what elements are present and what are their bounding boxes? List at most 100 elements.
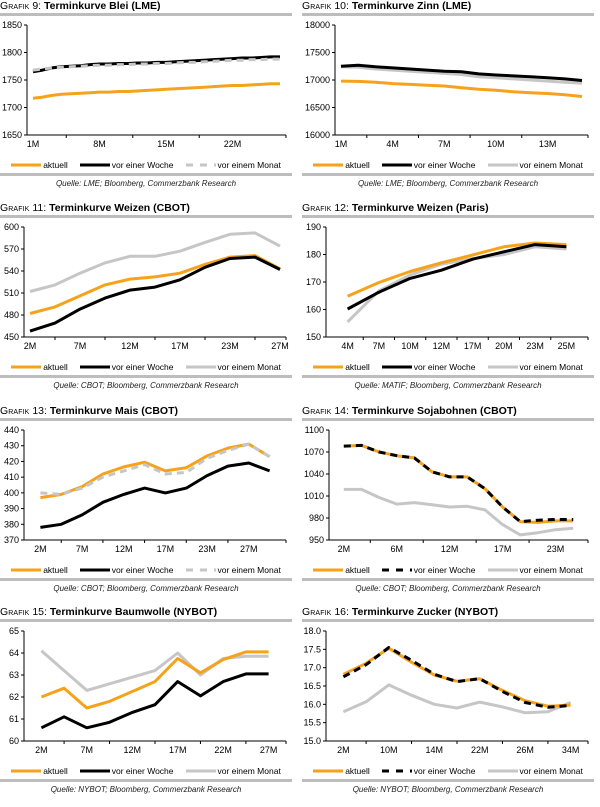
y-tick-label: 16.0 <box>303 699 321 709</box>
x-tick-label: 22M <box>471 745 489 755</box>
chart-title-text: Terminkurve Weizen (Paris) <box>351 202 489 214</box>
y-tick-label: 450 <box>4 332 19 342</box>
chart-title-text: Terminkurve Zinn (LME) <box>351 0 472 12</box>
legend-item: aktuell <box>11 565 68 575</box>
legend-label: aktuell <box>43 160 68 170</box>
chart-title: Grafik 9: Terminkurve Blei (LME) <box>0 0 161 12</box>
series-line-vor-einem-Monat <box>342 683 572 715</box>
series-line-aktuell <box>29 254 281 315</box>
y-tick-label: 15.5 <box>303 718 321 728</box>
chart-panel: Grafik 10: Terminkurve Zinn (LME) 16000 16… <box>302 0 594 200</box>
chart-panel: Grafik 12: Terminkurve Weizen (Paris) 150… <box>302 202 594 402</box>
title-divider <box>302 215 594 218</box>
legend-label: vor einer Woche <box>413 766 476 776</box>
legend-label: vor einer Woche <box>413 362 476 372</box>
line-chart: 15.0 15.5 16.0 16.5 17.0 17.5 18.0 2M 10M 14M 22M 2… <box>303 626 589 755</box>
series-line-vor-einer-Woche <box>340 63 583 82</box>
x-tick-label: 23M <box>221 341 239 351</box>
chart-legend: aktuell vor einer Woche vor einem Monat <box>302 360 594 374</box>
legend-swatch <box>381 769 412 773</box>
legend-label: vor einem Monat <box>519 766 583 776</box>
x-tick-label: 20M <box>495 341 513 351</box>
y-tick-label: 61 <box>9 714 19 724</box>
x-tick-label: 10M <box>401 341 419 351</box>
y-tick-label: 65 <box>9 626 19 636</box>
y-tick-label: 150 <box>306 332 321 342</box>
x-tick-label: 12M <box>433 341 451 351</box>
y-tick-label: 17.5 <box>303 644 321 654</box>
x-tick-label: 27M <box>260 745 278 755</box>
legend-item: vor einem Monat <box>487 160 583 170</box>
y-tick-label: 17.0 <box>303 663 321 673</box>
legend-item: vor einer Woche <box>79 565 174 575</box>
chart-source: Quelle: CBOT; Bloomberg, Commerzbank Res… <box>53 381 239 390</box>
chart-panel: Grafik 11: Terminkurve Weizen (CBOT) 450 4… <box>0 202 292 402</box>
legend-swatch <box>487 163 518 167</box>
chart-source: Quelle: LME; Bloomberg, Commerzbank Rese… <box>55 179 237 188</box>
y-tick-label: 410 <box>4 472 19 482</box>
y-tick-label: 400 <box>4 488 19 498</box>
chart-title-text: Terminkurve Blei (LME) <box>44 0 161 12</box>
legend-item: vor einer Woche <box>79 160 174 170</box>
chart-number: 12: <box>334 202 349 214</box>
legend-swatch <box>313 163 344 167</box>
y-tick-label: 64 <box>9 648 19 658</box>
legend-label: aktuell <box>345 565 370 575</box>
chart-title-prefix: Grafik <box>302 405 332 417</box>
legend-label: aktuell <box>345 160 370 170</box>
legend-swatch <box>11 163 42 167</box>
legend-swatch <box>79 163 110 167</box>
chart-title-prefix: Grafik <box>0 606 30 618</box>
legend-label: vor einem Monat <box>217 565 281 575</box>
y-tick-label: 16500 <box>305 103 330 113</box>
chart-number: 13: <box>32 405 47 417</box>
y-tick-label: 16.5 <box>303 681 321 691</box>
x-tick-label: 26M <box>516 745 534 755</box>
legend-item: aktuell <box>313 565 370 575</box>
footer-divider <box>0 173 292 176</box>
x-tick-label: 4M <box>341 341 354 351</box>
chart-title-text: Terminkurve Baumwolle (NYBOT) <box>49 606 218 618</box>
legend-item: aktuell <box>11 160 68 170</box>
x-tick-label: 4M <box>386 139 399 149</box>
chart-title-prefix: Grafik <box>302 606 332 618</box>
chart-title: Grafik 13: Terminkurve Mais (CBOT) <box>0 405 178 417</box>
legend-swatch <box>185 769 216 773</box>
x-tick-label: 12M <box>441 544 459 554</box>
chart-title-text: Terminkurve Zucker (NYBOT) <box>351 606 499 618</box>
legend-swatch <box>11 769 42 773</box>
y-tick-label: 570 <box>4 244 19 254</box>
legend-swatch <box>185 568 216 572</box>
legend-label: aktuell <box>43 565 68 575</box>
x-tick-label: 27M <box>271 341 289 351</box>
x-tick-label: 7M <box>76 544 89 554</box>
footer-divider <box>0 578 292 581</box>
title-divider <box>302 619 594 622</box>
chart-panel: Grafik 16: Terminkurve Zucker (NYBOT) 15.… <box>302 606 594 806</box>
chart-legend: aktuell vor einer Woche vor einem Monat <box>302 563 594 577</box>
legend-swatch <box>381 365 412 369</box>
x-tick-label: 12M <box>124 745 142 755</box>
x-tick-label: 2M <box>337 745 350 755</box>
x-tick-label: 17M <box>157 544 175 554</box>
x-tick-label: 6M <box>390 544 403 554</box>
x-tick-label: 1M <box>335 139 348 149</box>
series-line-vor-einem-Monat <box>32 57 280 72</box>
x-tick-label: 10M <box>380 745 398 755</box>
x-tick-label: 2M <box>35 745 48 755</box>
x-tick-label: 8M <box>93 139 106 149</box>
series-line-aktuell <box>340 79 583 98</box>
legend-swatch <box>79 769 110 773</box>
legend-item: vor einer Woche <box>381 362 476 372</box>
chart-source: Quelle: NYBOT; Bloomberg, Commerzbank Re… <box>50 785 242 794</box>
legend-label: vor einer Woche <box>413 160 476 170</box>
legend-swatch <box>79 365 110 369</box>
legend-item: vor einem Monat <box>185 362 281 372</box>
line-chart: 450 480 510 540 570 600 2M 7M 12M 17M 23M 27M <box>4 222 289 351</box>
y-tick-label: 190 <box>306 222 321 232</box>
chart-legend: aktuell vor einer Woche vor einem Monat <box>302 158 594 172</box>
x-tick-label: 10M <box>487 139 505 149</box>
y-tick-label: 160 <box>306 305 321 315</box>
series-line-vor-einer-Woche <box>346 243 567 311</box>
legend-item: aktuell <box>313 160 370 170</box>
